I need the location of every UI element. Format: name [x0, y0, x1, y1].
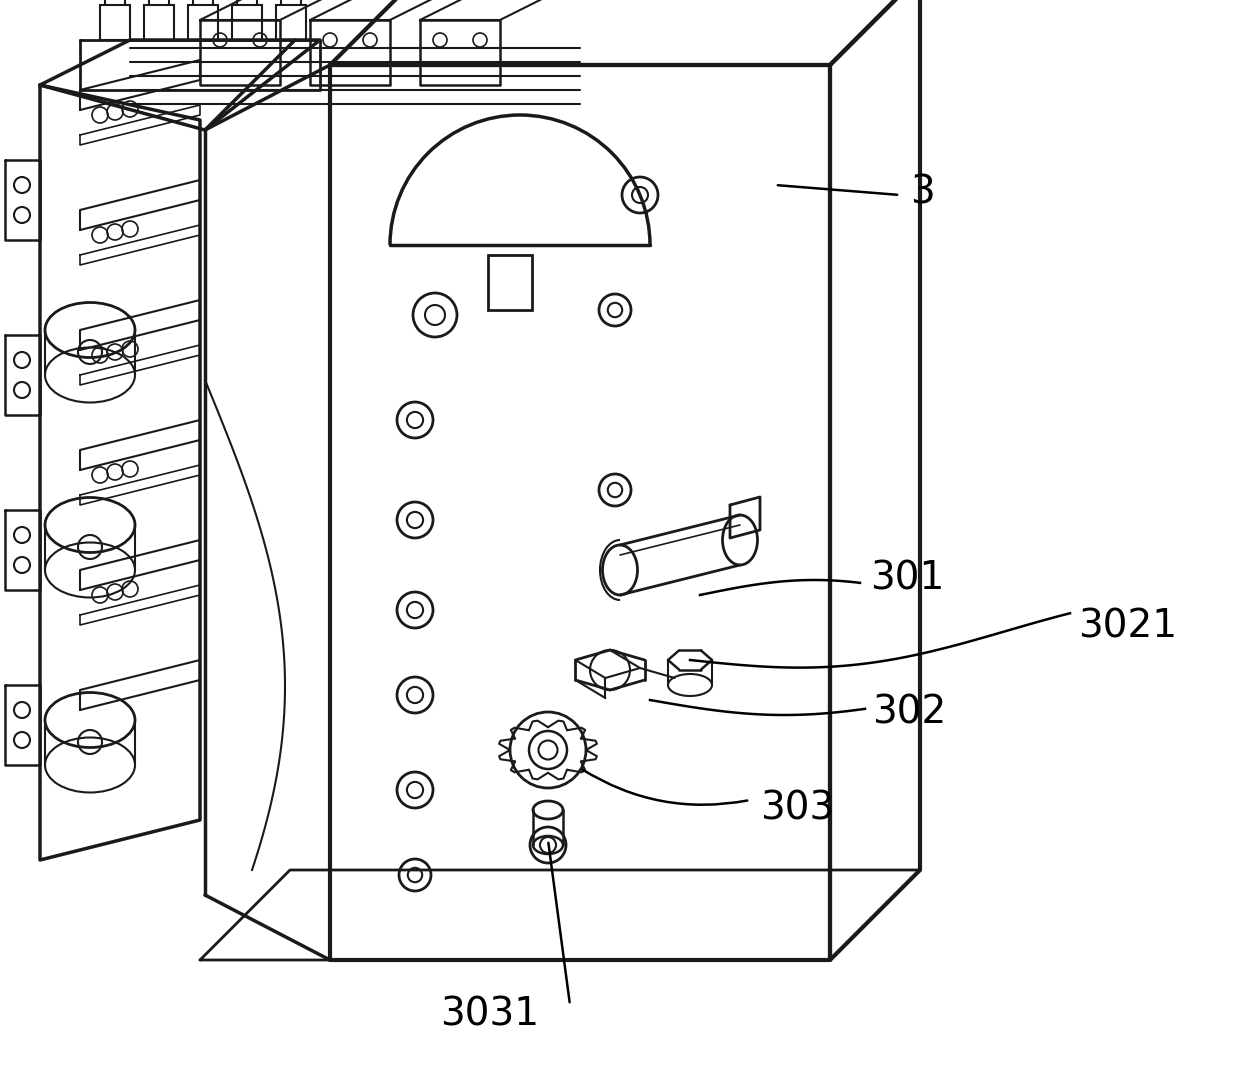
Bar	[144, 5, 174, 40]
Bar	[489, 255, 532, 310]
Text: 302: 302	[872, 693, 946, 731]
Text: 3021: 3021	[1078, 608, 1177, 646]
Text: 3: 3	[910, 174, 935, 212]
Text: 301: 301	[870, 559, 945, 597]
Text: 3031: 3031	[440, 996, 539, 1033]
Bar	[188, 5, 218, 40]
Bar	[277, 5, 306, 40]
Bar	[232, 5, 262, 40]
Bar	[100, 5, 130, 40]
Text: 303: 303	[760, 790, 835, 827]
